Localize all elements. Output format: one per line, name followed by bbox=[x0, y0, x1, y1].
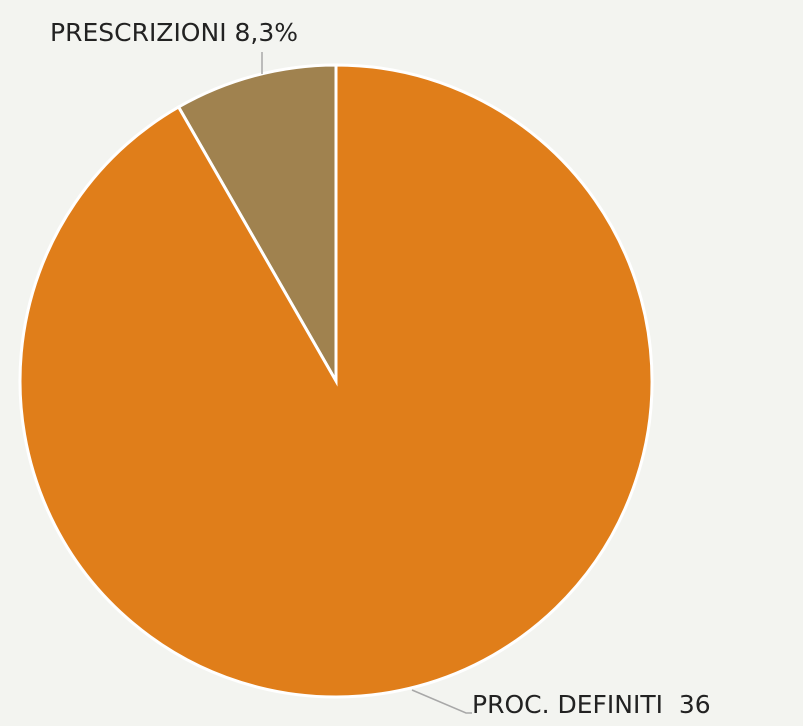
leader-line bbox=[411, 689, 472, 714]
slice-label: PRESCRIZIONI 8,3% bbox=[50, 18, 298, 47]
pie-slice bbox=[18, 63, 654, 699]
pie-slice bbox=[176, 63, 338, 387]
slice-label: PROC. DEFINITI 36 bbox=[472, 690, 711, 719]
